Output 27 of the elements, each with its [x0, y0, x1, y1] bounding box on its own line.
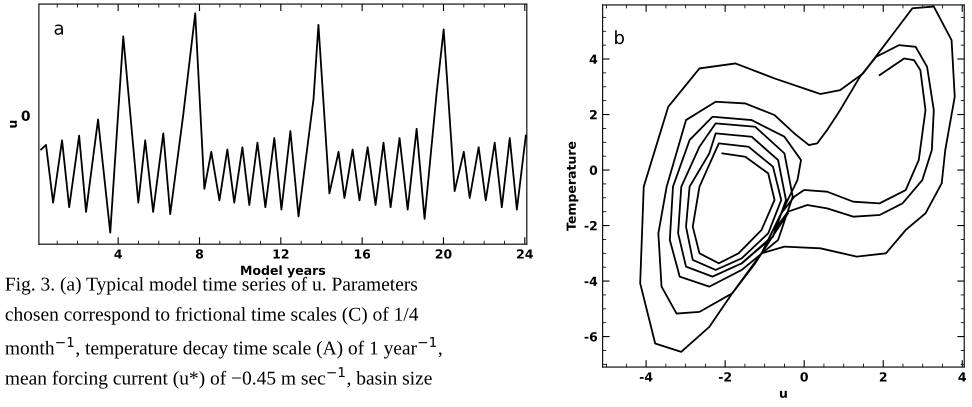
y-tick-label: -2 — [584, 221, 597, 230]
x-tick-label: 16 — [354, 249, 370, 259]
x-tick-label: 24 — [517, 249, 533, 259]
chart-title: a — [54, 24, 63, 35]
x-tick-label: 0 — [800, 372, 808, 382]
x-tick-label: 2 — [880, 372, 886, 382]
x-tick-label: 20 — [436, 249, 452, 259]
y-tick-label: -4 — [584, 276, 598, 286]
x-tick-label: -4 — [640, 372, 652, 382]
y-tick-label: -6 — [584, 332, 598, 342]
y-tick-label: 4 — [590, 54, 598, 64]
y-axis-title: Temperature — [566, 142, 578, 231]
x-tick-label: 8 — [196, 249, 204, 259]
text: b — [615, 30, 624, 44]
x-tick-label: 4 — [958, 372, 966, 382]
x-axis-title: u — [780, 390, 787, 398]
x-tick-label: -2 — [718, 372, 731, 382]
y-axis-title: u — [10, 120, 18, 128]
y-tick-label: 2 — [590, 110, 597, 120]
text: mean forcing current (u*) of −0.45 m sec$^{−1}$, basin size — [5, 367, 432, 389]
caption: Fig. 3. (a) Typical model time series of u. Parameters — [5, 276, 418, 295]
y-tick-label: 0 — [590, 166, 598, 175]
text: 0 — [22, 110, 30, 121]
x-tick-label: 4 — [114, 249, 122, 259]
x-axis-title: Model years — [241, 265, 326, 278]
text: chosen correspond to frictional time scales (C) of 1/4 — [6, 306, 418, 325]
x-tick-label: 12 — [274, 249, 288, 259]
